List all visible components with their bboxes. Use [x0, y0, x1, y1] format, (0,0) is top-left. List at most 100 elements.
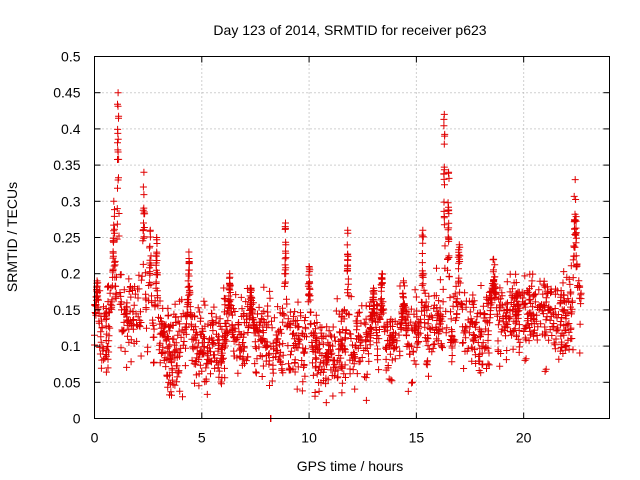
data-point — [459, 339, 466, 347]
data-point — [384, 364, 392, 372]
data-point — [506, 270, 514, 278]
data-point — [133, 322, 141, 330]
x-tick-label: 20 — [516, 430, 532, 446]
data-point — [448, 352, 456, 359]
data-point — [418, 272, 426, 280]
data-point — [168, 376, 176, 384]
data-point — [440, 122, 448, 130]
data-point — [293, 317, 301, 324]
data-point — [344, 256, 352, 264]
data-point — [331, 333, 338, 341]
data-point — [111, 257, 119, 265]
data-point — [311, 392, 319, 400]
data-point — [299, 378, 307, 386]
data-point — [259, 362, 267, 370]
data-point — [462, 334, 470, 342]
data-point — [382, 355, 390, 363]
data-point — [101, 354, 109, 362]
data-point — [266, 294, 274, 302]
data-point — [572, 231, 580, 239]
data-point — [237, 293, 245, 301]
data-point — [502, 356, 510, 364]
data-point — [276, 309, 284, 317]
data-point — [221, 364, 228, 372]
data-point — [537, 302, 544, 310]
data-point — [484, 331, 492, 339]
data-point — [203, 390, 211, 398]
data-point — [282, 254, 290, 262]
data-point — [257, 336, 265, 344]
data-point — [478, 349, 486, 357]
chart-title: Day 123 of 2014, SRMTID for receiver p62… — [213, 22, 486, 38]
data-point — [560, 268, 568, 276]
data-point — [455, 241, 463, 249]
data-point — [505, 315, 513, 323]
data-point — [318, 352, 326, 359]
data-point — [226, 298, 234, 306]
data-point — [289, 317, 297, 325]
data-point — [512, 319, 520, 327]
data-point — [108, 301, 116, 309]
data-point — [388, 377, 396, 385]
data-point — [141, 210, 149, 218]
data-point — [559, 307, 567, 315]
data-point — [109, 234, 117, 242]
data-point — [440, 221, 448, 229]
data-point — [261, 337, 269, 345]
data-point — [159, 324, 167, 332]
data-point — [383, 343, 390, 351]
data-point — [95, 309, 103, 317]
data-point — [182, 312, 190, 320]
data-point — [476, 357, 484, 365]
data-point — [171, 300, 179, 308]
data-point — [474, 309, 482, 317]
data-point — [386, 350, 394, 358]
data-point — [576, 320, 584, 328]
data-point — [445, 168, 453, 176]
data-point — [239, 347, 247, 355]
data-point — [539, 290, 547, 298]
data-point — [146, 226, 154, 234]
data-point — [515, 343, 523, 351]
data-point — [566, 280, 574, 288]
data-point — [497, 350, 505, 357]
data-point — [195, 382, 203, 390]
data-point — [409, 378, 416, 386]
data-point — [494, 321, 502, 329]
data-point — [214, 347, 222, 355]
data-point — [104, 355, 112, 363]
data-point — [215, 319, 223, 327]
data-point — [291, 359, 299, 366]
data-point — [571, 225, 578, 233]
data-point — [153, 269, 161, 277]
data-point — [149, 321, 157, 329]
data-point — [251, 360, 259, 368]
data-point — [567, 303, 574, 311]
data-point — [282, 270, 290, 278]
data-point — [525, 337, 533, 345]
data-point — [490, 266, 497, 274]
data-point — [201, 378, 209, 386]
data-point — [162, 321, 170, 329]
data-point — [191, 334, 199, 342]
data-point — [104, 364, 112, 372]
data-point — [554, 311, 562, 318]
data-point — [211, 364, 219, 372]
data-point — [336, 345, 344, 353]
data-point — [569, 346, 577, 354]
data-point — [434, 337, 442, 345]
data-point — [473, 313, 481, 321]
data-point — [279, 304, 286, 312]
data-point — [548, 332, 556, 339]
data-point — [210, 351, 217, 359]
data-point — [230, 337, 238, 345]
data-point — [179, 393, 186, 401]
data-point — [215, 341, 222, 349]
y-tick-label: 0.1 — [61, 338, 81, 354]
data-point — [168, 352, 176, 360]
data-point — [165, 327, 173, 335]
data-point — [287, 347, 295, 355]
data-point — [338, 379, 346, 387]
data-point — [272, 342, 280, 350]
data-point — [220, 333, 228, 341]
